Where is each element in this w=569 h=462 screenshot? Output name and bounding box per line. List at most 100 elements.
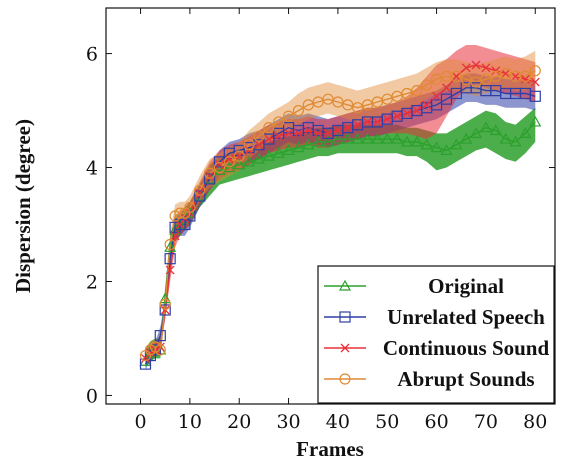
point-abrupt-sounds xyxy=(361,99,374,111)
point-abrupt-sounds xyxy=(352,102,364,114)
point-abrupt-sounds xyxy=(174,207,186,219)
point-abrupt-sounds xyxy=(450,70,462,82)
point-original xyxy=(489,124,502,136)
plot-frame xyxy=(105,7,556,405)
point-abrupt-sounds xyxy=(204,167,216,179)
point-unrelated-speech xyxy=(529,90,541,102)
point-abrupt-sounds xyxy=(292,104,305,117)
point-original xyxy=(361,132,374,144)
x-tick-label: 60 xyxy=(424,411,448,433)
point-original xyxy=(430,141,443,153)
y-tick-label: 4 xyxy=(86,158,98,180)
point-continuous-sound xyxy=(402,108,412,118)
x-tick-label: 0 xyxy=(134,411,146,433)
point-abrupt-sounds xyxy=(164,238,176,251)
point-abrupt-sounds xyxy=(253,130,265,142)
point-original xyxy=(371,132,384,144)
point-abrupt-sounds xyxy=(401,87,413,100)
legend-label-continuous-sound: Continuous Sound xyxy=(383,336,550,360)
point-continuous-sound xyxy=(392,111,402,121)
point-original xyxy=(331,132,344,144)
point-continuous-sound xyxy=(363,117,372,127)
x-tick-label: 80 xyxy=(523,411,547,433)
axis-ticks: 0 10 20 30 40 50 60 70 80 0 2 4 6 xyxy=(86,8,555,433)
x-tick-label: 40 xyxy=(326,411,350,433)
point-continuous-sound xyxy=(293,128,303,138)
point-continuous-sound xyxy=(530,77,540,87)
point-abrupt-sounds xyxy=(371,96,383,108)
band-original xyxy=(145,107,536,367)
legend-marker-original xyxy=(338,279,352,291)
point-abrupt-sounds xyxy=(430,73,443,85)
point-abrupt-sounds xyxy=(263,122,275,134)
point-continuous-sound xyxy=(343,123,353,133)
point-original xyxy=(479,121,492,133)
point-original xyxy=(243,155,256,167)
x-axis-label: Frames xyxy=(296,437,364,461)
point-abrupt-sounds xyxy=(233,150,245,162)
point-original xyxy=(312,135,325,147)
y-tick-label: 0 xyxy=(86,385,98,407)
point-unrelated-speech xyxy=(194,190,206,202)
point-abrupt-sounds xyxy=(312,96,324,108)
point-unrelated-speech xyxy=(263,133,275,145)
point-abrupt-sounds xyxy=(184,201,196,214)
point-continuous-sound xyxy=(323,128,333,138)
point-abrupt-sounds xyxy=(282,110,295,122)
point-abrupt-sounds xyxy=(381,93,393,105)
point-continuous-sound xyxy=(195,188,205,198)
point-continuous-sound xyxy=(215,160,224,170)
point-continuous-sound xyxy=(313,128,323,138)
point-original xyxy=(391,132,404,144)
point-abrupt-sounds xyxy=(243,139,255,151)
point-abrupt-sounds xyxy=(194,184,206,196)
point-continuous-sound xyxy=(205,171,215,181)
legend-marker-unrelated-speech xyxy=(339,311,351,323)
point-continuous-sound xyxy=(170,231,180,241)
point-continuous-sound xyxy=(145,348,155,358)
point-abrupt-sounds xyxy=(490,70,502,82)
x-tick-label: 20 xyxy=(227,411,251,433)
point-continuous-sound xyxy=(284,128,294,138)
y-tick-label: 2 xyxy=(86,271,98,293)
x-tick-label: 50 xyxy=(375,411,399,433)
point-continuous-sound xyxy=(520,74,530,84)
point-unrelated-speech xyxy=(273,127,285,139)
point-original xyxy=(450,138,463,150)
series-markers xyxy=(139,60,542,370)
point-unrelated-speech xyxy=(430,99,443,111)
point-original xyxy=(519,127,532,138)
point-unrelated-speech xyxy=(164,253,176,265)
band-continuous-sound xyxy=(145,45,536,365)
point-original xyxy=(351,132,364,144)
point-original xyxy=(440,144,453,156)
point-continuous-sound xyxy=(264,134,274,144)
point-original xyxy=(470,127,483,138)
point-original xyxy=(164,241,177,252)
point-original xyxy=(183,206,196,218)
legend-label-abrupt-sounds: Abrupt Sounds xyxy=(397,367,534,391)
point-abrupt-sounds xyxy=(154,344,166,356)
point-original xyxy=(252,152,265,164)
point-abrupt-sounds xyxy=(519,70,531,82)
point-abrupt-sounds xyxy=(332,96,344,108)
y-axis-label: Dispersion (degree) xyxy=(11,119,35,293)
point-continuous-sound xyxy=(372,117,382,127)
point-original xyxy=(420,138,433,150)
point-original xyxy=(292,141,305,153)
point-abrupt-sounds xyxy=(159,298,171,310)
point-unrelated-speech xyxy=(440,93,453,105)
point-continuous-sound xyxy=(382,114,392,124)
legend: Original Unrelated Speech Continuous Sound… xyxy=(317,265,555,404)
point-continuous-sound xyxy=(234,151,244,161)
y-tick-label: 6 xyxy=(86,44,98,66)
point-abrupt-sounds xyxy=(213,161,226,174)
point-continuous-sound xyxy=(224,154,234,164)
legend-marker-continuous-sound xyxy=(340,343,350,353)
point-unrelated-speech xyxy=(204,173,216,185)
point-continuous-sound xyxy=(244,145,254,155)
point-continuous-sound xyxy=(501,69,511,78)
point-abrupt-sounds xyxy=(460,73,472,85)
point-original xyxy=(262,149,275,161)
